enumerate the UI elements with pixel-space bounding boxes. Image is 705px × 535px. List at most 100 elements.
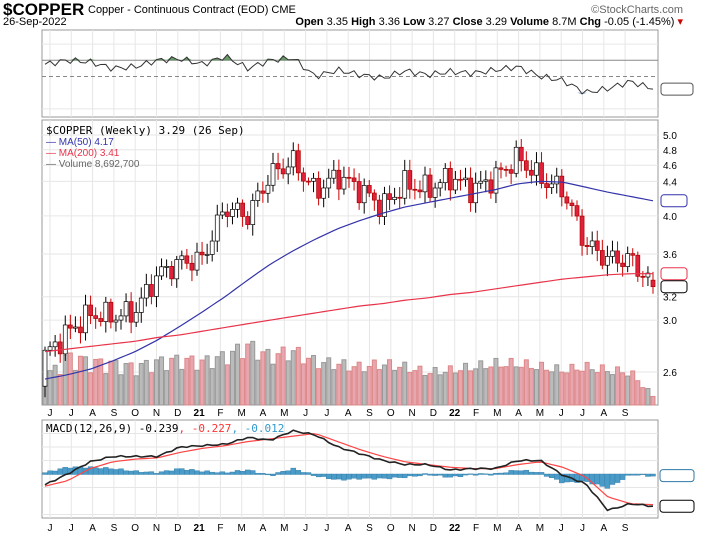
macd-histogram-bar [143,471,150,475]
x-axis-label: N [408,408,415,419]
volume-bar [584,361,590,406]
candle [594,240,600,251]
macd-histogram-bar [270,473,276,477]
macd-histogram-bar [533,472,540,475]
candle [554,175,560,185]
macd-histogram-bar [351,473,357,479]
candle [108,301,114,323]
candle [346,176,352,179]
candle [199,251,205,256]
volume-bar [473,368,479,406]
candle [407,170,413,190]
candle [245,216,251,225]
volume-bar [98,358,104,406]
macd-histogram-bar [488,473,494,476]
volume-bar [285,360,291,406]
x-axis-label: A [260,408,267,419]
x-axis-label: J [559,523,564,534]
candle [194,251,200,271]
macd-histogram-bar [548,473,555,479]
candle [52,341,58,348]
macd-histogram-bar [645,473,651,477]
candle [326,177,332,189]
volume-bar [235,343,241,406]
volume-bar [88,372,94,406]
macd-histogram-bar [194,470,200,475]
volume-bar [513,366,519,406]
candle [295,150,301,174]
macd-histogram-bar [219,471,226,475]
open-label: Open [295,16,324,28]
volume-bar [417,365,423,406]
volume-bar [265,348,271,406]
volume-bar [356,361,362,406]
macd-histogram-bar [594,473,600,485]
volume-bar [630,370,636,406]
volume-bar [148,372,154,406]
macd-histogram-bar [153,473,160,475]
candle [351,177,357,182]
candle [442,168,448,184]
volume-bar [604,371,610,406]
macd-histogram-bar [290,467,296,475]
macd-hist-box [659,469,695,483]
volume-bar [625,375,631,406]
volume-bar [194,369,200,406]
ma200-last-label-box [660,267,688,281]
macd-histogram-bar [412,473,418,477]
x-axis-label: J [303,408,308,419]
x-axis-label: F [473,408,479,419]
volume-bar [47,370,53,406]
macd-histogram-bar [417,473,423,477]
candle [645,272,651,278]
macd-histogram-bar [640,473,646,475]
candle [331,169,337,179]
x-axis-label: N [408,523,415,534]
macd-histogram-bar [366,473,372,479]
price-tick-label: 3.2 [663,293,677,304]
candle [493,167,499,194]
candle [230,209,235,217]
candle [42,349,48,387]
volume-bar [153,359,159,406]
ma50-last-label-box [660,194,688,208]
macd-histogram-bar [336,473,342,480]
candle [437,182,443,189]
exchange: CME [271,4,296,16]
x-axis-label: J [559,408,564,419]
x-axis-label: A [345,408,352,419]
volume-bar [574,369,580,406]
macd-histogram-bar [57,468,63,475]
macd-histogram-bar [300,472,307,475]
brand: ©StockCharts.com [591,4,683,16]
volume-bar [72,369,78,406]
x-axis-label: O [131,523,139,534]
x-axis-label: A [345,523,352,534]
x-axis-label: M [536,523,544,534]
macd-histogram-bar [320,473,327,477]
candle [316,177,321,199]
x-axis-label: A [89,523,96,534]
macd-legend-macd: MACD(12,26,9) -0.239 [46,422,178,435]
candle [214,214,220,242]
volume-bar [275,353,281,406]
volume-bar [594,372,600,406]
candle [478,180,484,184]
macd-histogram-bar [493,473,499,475]
volume-bar [245,343,251,406]
x-axis-label: M [493,523,501,534]
macd-histogram-bar [209,471,215,475]
macd-histogram-bar [624,473,631,476]
x-axis-label: 21 [194,523,206,534]
candle [219,211,225,216]
candle [371,192,377,201]
x-axis-label: 22 [449,408,461,419]
volume-bar [103,373,109,406]
volume-bar [118,374,124,406]
candle [67,324,73,329]
volume-bar [615,366,621,406]
candle [128,301,134,323]
volume-bar [229,350,235,406]
volume-bar [316,368,322,406]
